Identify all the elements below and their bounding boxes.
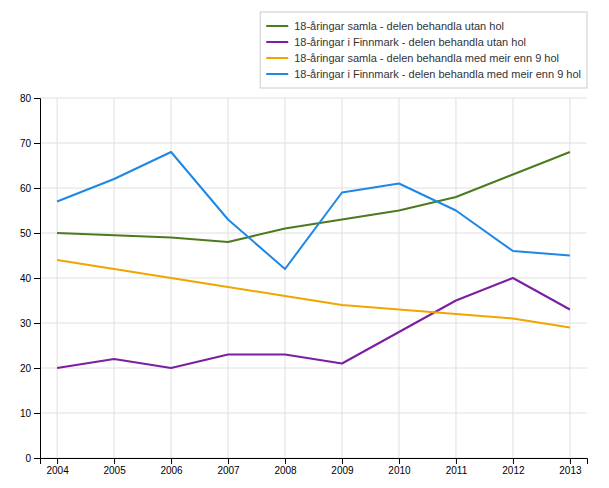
tick-mark <box>342 458 343 464</box>
legend-item: 18-åringar i Finnmark - delen behandla m… <box>266 68 581 80</box>
grid-line <box>285 98 286 458</box>
legend-label: 18-åringar samla - delen behandla med me… <box>294 52 559 64</box>
tick-mark <box>570 458 571 464</box>
tick-mark <box>228 458 229 464</box>
tick-label: 20 <box>20 363 32 374</box>
tick-mark <box>34 458 40 459</box>
tick-label: 30 <box>20 318 32 329</box>
x-tick: 2004 <box>46 458 69 476</box>
y-tick: 60 <box>20 183 40 194</box>
x-tick: 2007 <box>217 458 240 476</box>
grid-line <box>114 98 115 458</box>
legend-frame <box>260 12 587 88</box>
grid-line <box>341 98 342 458</box>
tick-label: 80 <box>20 93 32 104</box>
legend-item: 18-åringar samla - delen behandla utan h… <box>266 20 504 32</box>
grid-line <box>40 323 587 324</box>
grid-line <box>40 413 587 414</box>
series-group <box>57 152 570 368</box>
tick-mark <box>34 98 40 99</box>
y-tick: 80 <box>20 93 40 104</box>
tick-label: 2011 <box>446 465 468 476</box>
legend-swatch <box>266 25 288 27</box>
legend-item: 18-åringar i Finnmark - delen behandla u… <box>266 36 526 48</box>
chart: 2004200520062007200820092010201120122013… <box>0 0 609 488</box>
series-line <box>57 152 570 242</box>
x-tick: 2013 <box>559 458 582 476</box>
grid-line <box>40 233 587 234</box>
tick-label: 2006 <box>160 465 183 476</box>
legend-label: 18-åringar i Finnmark - delen behandla u… <box>294 36 526 48</box>
tick-mark <box>34 278 40 279</box>
tick-mark <box>34 143 40 144</box>
legend-swatch <box>266 41 288 43</box>
x-tick: 2006 <box>160 458 183 476</box>
plot: 2004200520062007200820092010201120122013… <box>20 93 588 476</box>
grid-line <box>57 98 58 458</box>
tick-label: 2010 <box>388 465 411 476</box>
tick-label: 50 <box>20 228 32 239</box>
tick-mark <box>57 458 58 464</box>
tick-mark <box>399 458 400 464</box>
legend: 18-åringar samla - delen behandla utan h… <box>260 12 587 88</box>
tick-mark <box>114 458 115 464</box>
series-line <box>57 152 570 269</box>
x-tick: 2008 <box>274 458 297 476</box>
legend-swatch <box>266 73 288 75</box>
tick-label: 10 <box>20 408 32 419</box>
tick-mark <box>34 233 40 234</box>
tick-mark <box>285 458 286 464</box>
tick-label: 2004 <box>46 465 69 476</box>
axis-line <box>41 459 588 465</box>
grid-line <box>40 278 587 279</box>
series-line <box>57 278 570 368</box>
grid-line <box>398 98 399 458</box>
legend-item: 18-åringar samla - delen behandla med me… <box>266 52 559 64</box>
tick-label: 2007 <box>217 465 240 476</box>
grid-line <box>40 188 587 189</box>
x-tick: 2012 <box>502 458 525 476</box>
y-tick: 0 <box>25 453 40 464</box>
tick-label: 2013 <box>559 465 582 476</box>
y-axis: 0 10 20 30 40 50 60 70 80 <box>20 93 41 464</box>
legend-swatch <box>266 57 288 59</box>
tick-mark <box>513 458 514 464</box>
series-line <box>57 260 570 328</box>
grid <box>40 98 587 458</box>
x-axis: 2004 2005 2006 2007 2008 2009 2010 2011 2012 2013 <box>41 458 588 476</box>
tick-label: 2012 <box>502 465 525 476</box>
y-tick: 30 <box>20 318 40 329</box>
y-tick: 70 <box>20 138 40 149</box>
grid-line <box>228 98 229 458</box>
tick-label: 2005 <box>103 465 126 476</box>
legend-label: 18-åringar i Finnmark - delen behandla m… <box>294 68 581 80</box>
x-tick: 2010 <box>388 458 411 476</box>
tick-label: 2009 <box>331 465 354 476</box>
tick-mark <box>34 188 40 189</box>
chart-container: 2004200520062007200820092010201120122013… <box>0 0 609 488</box>
x-tick: 2009 <box>331 458 354 476</box>
tick-mark <box>456 458 457 464</box>
grid-line <box>455 98 456 458</box>
tick-label: 40 <box>20 273 32 284</box>
x-tick: 2005 <box>103 458 126 476</box>
legend-label: 18-åringar samla - delen behandla utan h… <box>294 20 504 32</box>
grid-line <box>40 98 587 99</box>
grid-line <box>40 143 587 144</box>
y-tick: 40 <box>20 273 40 284</box>
tick-mark <box>34 323 40 324</box>
tick-mark <box>171 458 172 464</box>
tick-mark <box>34 413 40 414</box>
y-tick: 20 <box>20 363 40 374</box>
tick-label: 0 <box>25 453 31 464</box>
grid-line <box>40 368 587 369</box>
tick-mark <box>34 368 40 369</box>
axis-line <box>34 99 41 459</box>
y-tick: 50 <box>20 228 40 239</box>
tick-label: 70 <box>20 138 32 149</box>
x-tick: 2011 <box>446 458 468 476</box>
tick-label: 60 <box>20 183 32 194</box>
tick-label: 2008 <box>274 465 297 476</box>
y-tick: 10 <box>20 408 40 419</box>
